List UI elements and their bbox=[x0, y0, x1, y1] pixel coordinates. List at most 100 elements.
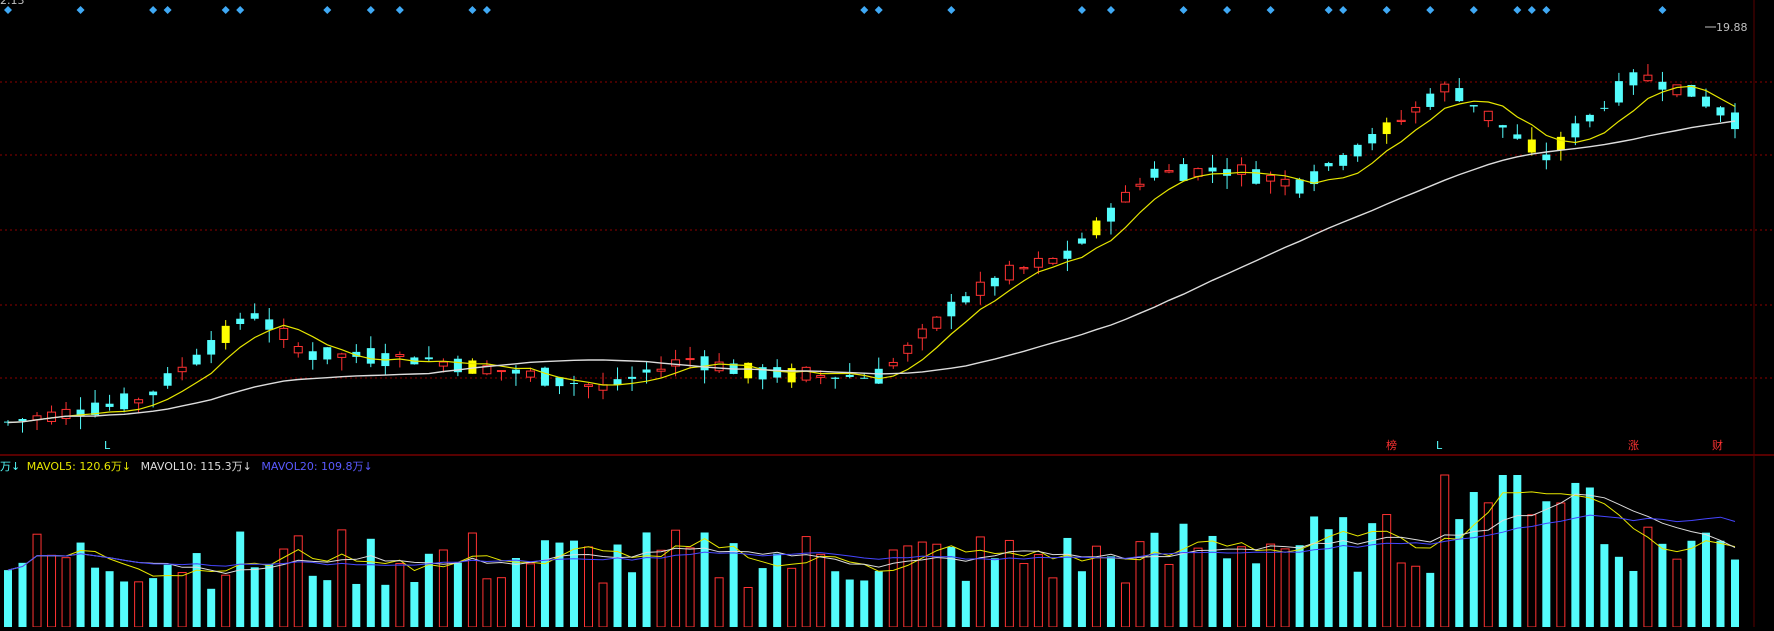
candle-body-67 bbox=[975, 281, 985, 296]
volume-bar-77 bbox=[1120, 582, 1130, 628]
candle-body-52 bbox=[758, 367, 767, 380]
volume-bar-91 bbox=[1324, 529, 1333, 627]
signal-diamond-76 bbox=[1106, 6, 1115, 14]
candle-body-80 bbox=[1164, 170, 1174, 173]
candle-body-21 bbox=[308, 351, 317, 360]
candle-body-40 bbox=[584, 384, 594, 387]
mavol20-line bbox=[7, 514, 1736, 571]
volume-bar-49 bbox=[714, 577, 724, 628]
volume-bar-17 bbox=[250, 567, 259, 627]
candle-body-55 bbox=[801, 366, 811, 381]
volume-bar-41 bbox=[598, 582, 608, 628]
volume-bar-53 bbox=[773, 553, 782, 627]
signal-diamond-106 bbox=[1542, 6, 1551, 14]
candle-body-73 bbox=[1063, 250, 1072, 259]
candle-body-57 bbox=[831, 377, 840, 379]
candle-body-49 bbox=[714, 361, 724, 372]
candle-body-105 bbox=[1527, 139, 1536, 153]
volume-bar-45 bbox=[656, 549, 666, 628]
volume-bar-44 bbox=[642, 532, 651, 627]
signal-diamond-0 bbox=[4, 6, 12, 14]
volume-bar-81 bbox=[1179, 523, 1188, 627]
volume-bar-28 bbox=[410, 582, 419, 627]
ma-short-line bbox=[7, 85, 1736, 424]
volume-bar-42 bbox=[613, 544, 622, 627]
candle-body-70 bbox=[1019, 267, 1029, 270]
candle-body-103 bbox=[1498, 125, 1507, 128]
volume-bar-46 bbox=[671, 529, 681, 628]
candle-body-5 bbox=[76, 409, 85, 417]
volume-bar-61 bbox=[888, 549, 898, 628]
candle-body-104 bbox=[1513, 134, 1522, 139]
volume-bar-35 bbox=[511, 558, 520, 627]
volume-bar-92 bbox=[1339, 517, 1348, 627]
top-left-fragment: 2.13 bbox=[0, 0, 25, 7]
volume-bar-118 bbox=[1716, 540, 1725, 627]
volume-bar-115 bbox=[1672, 558, 1682, 628]
candle-body-116 bbox=[1687, 84, 1696, 97]
candle-body-3 bbox=[47, 411, 57, 422]
signal-diamond-114 bbox=[1658, 6, 1667, 14]
signal-diamond-105 bbox=[1527, 6, 1536, 14]
volume-bar-9 bbox=[134, 581, 144, 628]
signal-diamond-91 bbox=[1324, 6, 1333, 14]
candle-body-107 bbox=[1556, 136, 1565, 151]
candle-body-47 bbox=[685, 358, 695, 361]
candle-body-60 bbox=[874, 368, 883, 384]
volume-bar-22 bbox=[323, 580, 332, 627]
legend-mavol20: MAVOL20: 109.8万↓ bbox=[261, 460, 373, 473]
volume-bar-54 bbox=[787, 567, 797, 628]
volume-bar-79 bbox=[1150, 532, 1159, 627]
candle-body-19 bbox=[279, 327, 289, 341]
legend-mavol5: MAVOL5: 120.6万↓ bbox=[26, 460, 132, 473]
volume-bar-94 bbox=[1368, 523, 1377, 627]
volume-bar-80 bbox=[1164, 563, 1174, 628]
volume-bar-14 bbox=[207, 588, 216, 627]
volume-bar-116 bbox=[1687, 540, 1696, 627]
candle-body-93 bbox=[1353, 144, 1362, 157]
candle-body-1 bbox=[18, 419, 27, 421]
volume-bar-15 bbox=[221, 574, 231, 628]
volume-bar-117 bbox=[1701, 532, 1710, 627]
candle-body-79 bbox=[1150, 168, 1159, 178]
candle-body-87 bbox=[1266, 174, 1276, 182]
volume-bar-84 bbox=[1223, 558, 1232, 627]
mavol5-line bbox=[7, 491, 1736, 577]
candle-body-110 bbox=[1600, 107, 1609, 109]
candle-body-45 bbox=[656, 368, 666, 372]
candle-body-10 bbox=[149, 391, 158, 396]
candle-body-30 bbox=[438, 361, 448, 367]
volume-bar-100 bbox=[1455, 519, 1464, 627]
candle-body-111 bbox=[1614, 81, 1623, 103]
volume-bar-74 bbox=[1077, 571, 1086, 627]
candle-body-23 bbox=[337, 353, 347, 358]
volume-bar-43 bbox=[628, 572, 637, 627]
candle-body-102 bbox=[1483, 110, 1493, 122]
volume-bar-68 bbox=[990, 558, 999, 627]
marker-l-1: L bbox=[104, 439, 111, 452]
volume-bar-27 bbox=[395, 563, 405, 628]
volume-bar-73 bbox=[1063, 537, 1072, 627]
volume-bar-55 bbox=[801, 536, 811, 628]
candle-body-38 bbox=[555, 377, 564, 387]
signal-diamond-92 bbox=[1339, 6, 1348, 14]
candle-body-94 bbox=[1368, 134, 1377, 144]
candle-body-16 bbox=[236, 318, 245, 325]
volume-bar-82 bbox=[1193, 547, 1203, 628]
candle-body-13 bbox=[192, 354, 201, 365]
candle-body-9 bbox=[134, 399, 144, 404]
candle-body-46 bbox=[671, 359, 681, 367]
volume-bar-119 bbox=[1731, 559, 1739, 627]
candle-body-54 bbox=[787, 368, 796, 383]
signal-diamond-11 bbox=[163, 6, 172, 14]
volume-bar-113 bbox=[1643, 526, 1653, 628]
volume-bar-58 bbox=[845, 579, 854, 627]
volume-bar-103 bbox=[1498, 475, 1507, 627]
volume-bar-6 bbox=[91, 567, 100, 627]
signal-diamond-101 bbox=[1469, 6, 1478, 14]
candle-body-6 bbox=[91, 402, 100, 415]
volume-bar-110 bbox=[1600, 544, 1609, 627]
volume-bar-66 bbox=[961, 580, 970, 627]
candle-body-72 bbox=[1048, 257, 1058, 264]
